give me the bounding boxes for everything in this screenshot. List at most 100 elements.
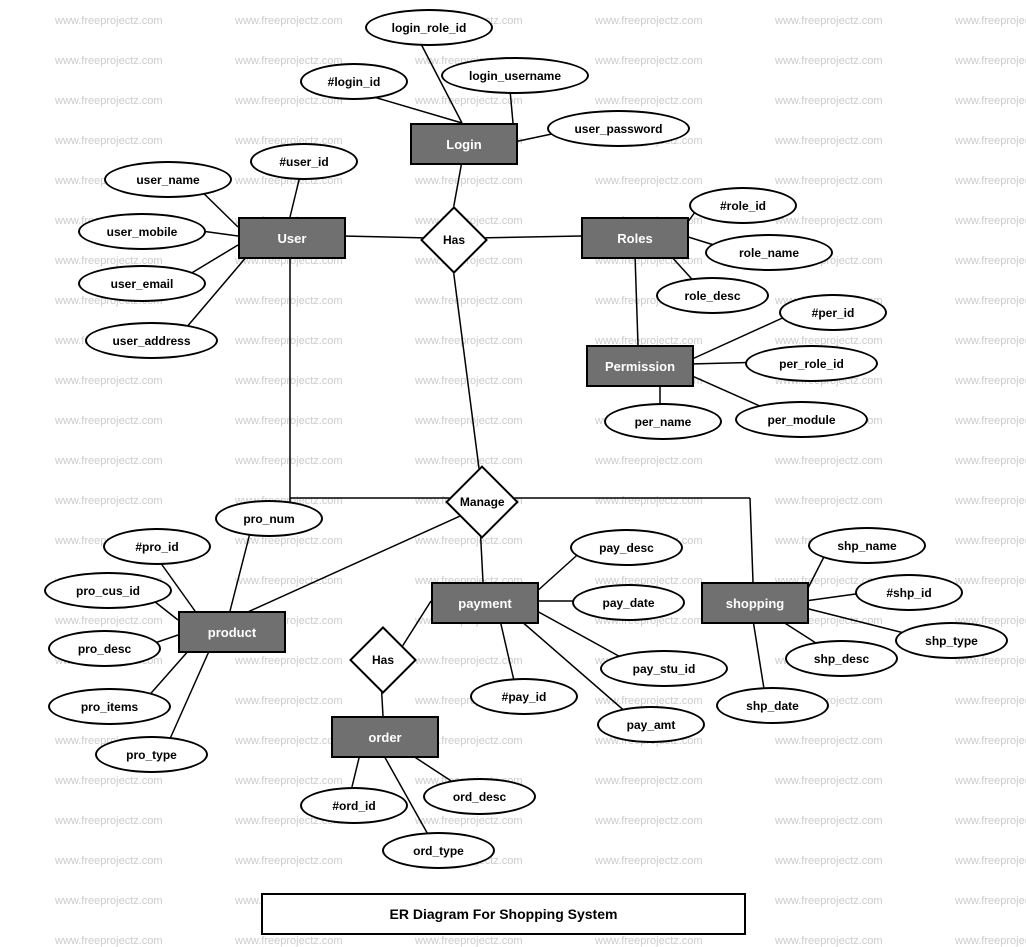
watermark-text: www.freeprojectz.com [595,55,703,67]
attribute-per_name: per_name [604,403,722,440]
watermark-text: www.freeprojectz.com [235,695,343,707]
attribute-pay_id: #pay_id [470,678,578,715]
attribute-user_mobile: user_mobile [78,213,206,250]
watermark-text: www.freeprojectz.com [775,935,883,947]
watermark-text: www.freeprojectz.com [415,935,523,947]
watermark-text: www.freeprojectz.com [415,335,523,347]
watermark-text: www.freeprojectz.com [595,175,703,187]
watermark-text: www.freeprojectz.com [955,695,1026,707]
attribute-pay_stu_id: pay_stu_id [600,650,728,687]
attribute-per_role_id: per_role_id [745,345,878,382]
watermark-text: www.freeprojectz.com [775,55,883,67]
watermark-text: www.freeprojectz.com [55,455,163,467]
entity-payment: payment [431,582,539,624]
watermark-text: www.freeprojectz.com [235,775,343,787]
attribute-pro_id: #pro_id [103,528,211,565]
watermark-text: www.freeprojectz.com [235,575,343,587]
attribute-pay_desc: pay_desc [570,529,683,566]
watermark-text: www.freeprojectz.com [235,335,343,347]
watermark-text: www.freeprojectz.com [595,495,703,507]
watermark-text: www.freeprojectz.com [955,775,1026,787]
watermark-text: www.freeprojectz.com [955,415,1026,427]
attribute-role_id: #role_id [689,187,797,224]
attribute-user_name: user_name [104,161,232,198]
attribute-shp_type: shp_type [895,622,1008,659]
attribute-pay_amt: pay_amt [597,706,705,743]
watermark-text: www.freeprojectz.com [235,15,343,27]
relationship-has1: Has [420,206,488,274]
watermark-text: www.freeprojectz.com [235,415,343,427]
watermark-text: www.freeprojectz.com [235,855,343,867]
watermark-text: www.freeprojectz.com [775,495,883,507]
watermark-text: www.freeprojectz.com [775,735,883,747]
attribute-user_email: user_email [78,265,206,302]
watermark-text: www.freeprojectz.com [235,455,343,467]
entity-order: order [331,716,439,758]
watermark-text: www.freeprojectz.com [775,15,883,27]
attribute-ord_type: ord_type [382,832,495,869]
watermark-text: www.freeprojectz.com [955,575,1026,587]
watermark-text: www.freeprojectz.com [955,95,1026,107]
entity-shopping: shopping [701,582,809,624]
watermark-text: www.freeprojectz.com [415,815,523,827]
watermark-text: www.freeprojectz.com [955,15,1026,27]
watermark-text: www.freeprojectz.com [235,935,343,947]
watermark-text: www.freeprojectz.com [235,655,343,667]
attribute-pro_cus_id: pro_cus_id [44,572,172,609]
attribute-shp_date: shp_date [716,687,829,724]
watermark-text: www.freeprojectz.com [955,335,1026,347]
watermark-text: www.freeprojectz.com [55,55,163,67]
watermark-text: www.freeprojectz.com [955,495,1026,507]
watermark-text: www.freeprojectz.com [775,895,883,907]
watermark-text: www.freeprojectz.com [595,455,703,467]
watermark-text: www.freeprojectz.com [955,55,1026,67]
relationship-has2: Has [349,626,417,694]
watermark-text: www.freeprojectz.com [235,295,343,307]
attribute-role_desc: role_desc [656,277,769,314]
attribute-user_password: user_password [547,110,690,147]
watermark-text: www.freeprojectz.com [955,215,1026,227]
watermark-text: www.freeprojectz.com [955,375,1026,387]
watermark-text: www.freeprojectz.com [55,495,163,507]
entity-permission: Permission [586,345,694,387]
attribute-per_id: #per_id [779,294,887,331]
watermark-text: www.freeprojectz.com [55,775,163,787]
watermark-text: www.freeprojectz.com [775,175,883,187]
attribute-ord_id: #ord_id [300,787,408,824]
watermark-text: www.freeprojectz.com [955,815,1026,827]
watermark-text: www.freeprojectz.com [955,175,1026,187]
watermark-text: www.freeprojectz.com [235,735,343,747]
watermark-text: www.freeprojectz.com [55,815,163,827]
watermark-text: www.freeprojectz.com [955,895,1026,907]
watermark-text: www.freeprojectz.com [595,95,703,107]
watermark-text: www.freeprojectz.com [955,735,1026,747]
watermark-text: www.freeprojectz.com [955,295,1026,307]
watermark-text: www.freeprojectz.com [955,855,1026,867]
attribute-pro_desc: pro_desc [48,630,161,667]
watermark-text: www.freeprojectz.com [775,855,883,867]
attribute-pro_type: pro_type [95,736,208,773]
watermark-text: www.freeprojectz.com [595,775,703,787]
attribute-pro_items: pro_items [48,688,171,725]
watermark-text: www.freeprojectz.com [955,455,1026,467]
watermark-text: www.freeprojectz.com [55,895,163,907]
watermark-text: www.freeprojectz.com [55,375,163,387]
watermark-text: www.freeprojectz.com [775,815,883,827]
attribute-shp_name: shp_name [808,527,926,564]
watermark-text: www.freeprojectz.com [775,95,883,107]
watermark-text: www.freeprojectz.com [55,135,163,147]
attribute-login_id: #login_id [300,63,408,100]
attribute-shp_desc: shp_desc [785,640,898,677]
attribute-user_id: #user_id [250,143,358,180]
watermark-text: www.freeprojectz.com [55,935,163,947]
watermark-text: www.freeprojectz.com [415,455,523,467]
watermark-text: www.freeprojectz.com [595,15,703,27]
attribute-pro_num: pro_num [215,500,323,537]
watermark-text: www.freeprojectz.com [55,415,163,427]
watermark-text: www.freeprojectz.com [415,175,523,187]
attribute-shp_id: #shp_id [855,574,963,611]
attribute-per_module: per_module [735,401,868,438]
watermark-text: www.freeprojectz.com [955,255,1026,267]
watermark-text: www.freeprojectz.com [775,455,883,467]
attribute-user_address: user_address [85,322,218,359]
